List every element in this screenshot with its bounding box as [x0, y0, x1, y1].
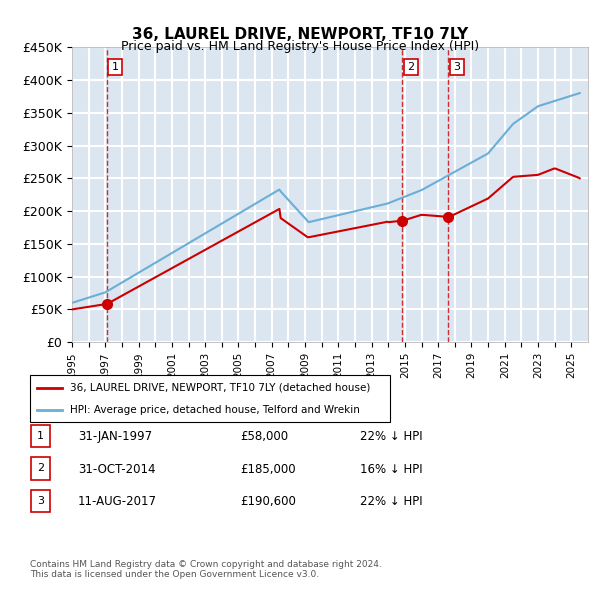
Text: 36, LAUREL DRIVE, NEWPORT, TF10 7LY (detached house): 36, LAUREL DRIVE, NEWPORT, TF10 7LY (det…	[70, 383, 370, 393]
Text: Price paid vs. HM Land Registry's House Price Index (HPI): Price paid vs. HM Land Registry's House …	[121, 40, 479, 53]
FancyBboxPatch shape	[31, 425, 50, 447]
Text: £190,600: £190,600	[240, 495, 296, 508]
Text: 11-AUG-2017: 11-AUG-2017	[78, 495, 157, 508]
FancyBboxPatch shape	[31, 490, 50, 512]
Text: 36, LAUREL DRIVE, NEWPORT, TF10 7LY: 36, LAUREL DRIVE, NEWPORT, TF10 7LY	[132, 27, 468, 41]
Text: 1: 1	[112, 62, 119, 72]
Text: 3: 3	[37, 496, 44, 506]
Text: £185,000: £185,000	[240, 463, 296, 476]
FancyBboxPatch shape	[31, 457, 50, 480]
Text: 31-OCT-2014: 31-OCT-2014	[78, 463, 155, 476]
Text: 3: 3	[454, 62, 460, 72]
Text: 2: 2	[37, 464, 44, 473]
FancyBboxPatch shape	[30, 375, 390, 422]
Text: 22% ↓ HPI: 22% ↓ HPI	[360, 495, 422, 508]
Text: 22% ↓ HPI: 22% ↓ HPI	[360, 430, 422, 443]
Text: Contains HM Land Registry data © Crown copyright and database right 2024.
This d: Contains HM Land Registry data © Crown c…	[30, 560, 382, 579]
Text: 1: 1	[37, 431, 44, 441]
Text: 31-JAN-1997: 31-JAN-1997	[78, 430, 152, 443]
Text: HPI: Average price, detached house, Telford and Wrekin: HPI: Average price, detached house, Telf…	[70, 405, 359, 415]
Text: 16% ↓ HPI: 16% ↓ HPI	[360, 463, 422, 476]
Text: £58,000: £58,000	[240, 430, 288, 443]
Text: 2: 2	[407, 62, 414, 72]
